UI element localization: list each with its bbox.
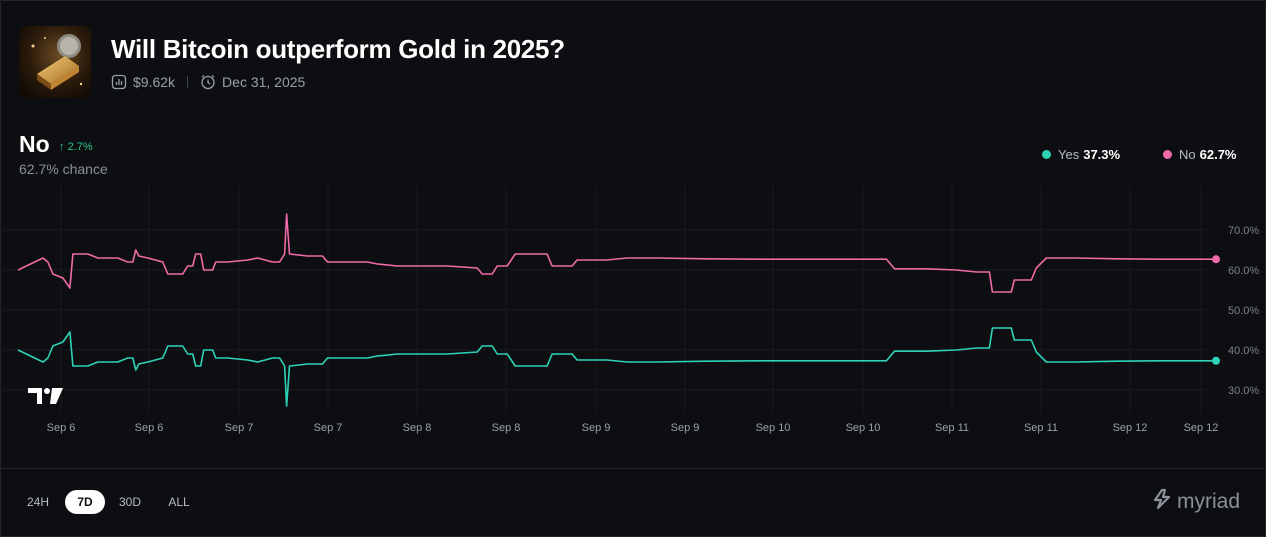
x-tick-label: Sep 7	[314, 422, 343, 434]
volume-icon	[111, 74, 127, 90]
y-tick-label: 50.0%	[1228, 305, 1259, 317]
legend-yes-dot	[1042, 150, 1051, 159]
legend-no-label: No	[1179, 147, 1196, 162]
series-line-no	[17, 213, 1216, 293]
range-all-button[interactable]: ALL	[168, 495, 190, 509]
range-24h-button[interactable]: 24H	[26, 495, 49, 509]
range-30d-button[interactable]: 30D	[118, 495, 141, 509]
market-meta: $9.62k Dec 31, 2025	[111, 72, 305, 92]
volume-value: $9.62k	[133, 74, 176, 90]
arrow-up-icon: ↑	[59, 141, 65, 153]
market-title: Will Bitcoin outperform Gold in 2025?	[111, 34, 565, 64]
x-tick-label: Sep 6	[47, 422, 76, 434]
series-end-marker-yes	[1212, 356, 1220, 365]
outcome-change-value: 2.7%	[67, 141, 93, 153]
myriad-icon	[1152, 488, 1172, 516]
y-tick-label: 70.0%	[1228, 225, 1259, 237]
x-tick-label: Sep 6	[135, 422, 164, 434]
x-tick-label: Sep 10	[846, 422, 881, 434]
x-tick-label: Sep 9	[671, 422, 700, 434]
brand-name: myriad	[1177, 490, 1241, 513]
x-tick-label: Sep 11	[1024, 422, 1058, 434]
legend-yes-label: Yes	[1058, 147, 1080, 162]
legend-no-dot	[1163, 150, 1172, 159]
range-7d-button[interactable]: 7D	[65, 490, 105, 514]
x-tick-label: Sep 12	[1113, 422, 1148, 434]
clock-icon	[200, 74, 216, 90]
divider	[0, 468, 1264, 469]
series-line-yes	[17, 327, 1216, 407]
price-chart[interactable]: 70.0% 60.0% 50.0% 40.0% 30.0% Sep 6 Sep 6 Sep 7…	[0, 185, 1266, 445]
x-tick-label: Sep 9	[582, 422, 611, 434]
legend-no: No 62.7%	[1163, 147, 1237, 162]
y-tick-label: 40.0%	[1228, 345, 1259, 357]
outcome-name: No	[19, 131, 50, 157]
x-tick-label: Sep 8	[403, 422, 432, 434]
brand-logo: myriad	[1152, 488, 1240, 516]
outcome-chance: 62.7% chance	[19, 161, 108, 177]
range-selector: 24H 7D 30D ALL	[18, 490, 199, 514]
x-tick-label: Sep 12	[1184, 422, 1219, 434]
x-tick-label: Sep 10	[756, 422, 791, 434]
end-date: Dec 31, 2025	[222, 74, 306, 90]
y-tick-label: 30.0%	[1228, 385, 1259, 397]
market-thumbnail	[19, 26, 91, 98]
legend-yes: Yes 37.3%	[1042, 147, 1120, 162]
tradingview-logo	[28, 386, 64, 411]
y-tick-label: 60.0%	[1228, 265, 1259, 277]
meta-divider	[187, 76, 189, 88]
x-tick-label: Sep 7	[225, 422, 254, 434]
series-end-marker-no	[1212, 255, 1220, 264]
outcome-change: ↑ 2.7%	[59, 141, 93, 153]
x-tick-label: Sep 8	[492, 422, 521, 434]
x-tick-label: Sep 11	[935, 422, 969, 434]
legend-yes-value: 37.3%	[1083, 147, 1121, 162]
legend-no-value: 62.7%	[1199, 147, 1237, 162]
